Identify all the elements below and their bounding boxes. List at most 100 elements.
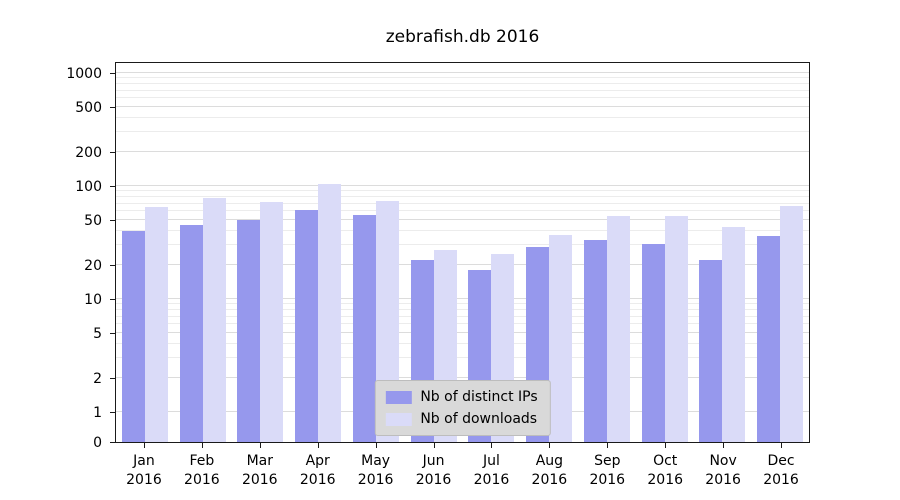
x-tick-mark — [549, 443, 551, 448]
y-tick-label: 500 — [75, 100, 102, 117]
y-tick-label: 10 — [84, 292, 102, 308]
bar-downloads-sep — [606, 216, 630, 442]
x-tick-label-dec: Dec 2016 — [763, 453, 799, 488]
legend-swatch — [385, 390, 412, 404]
gridline — [116, 298, 809, 299]
y-tick-mark — [110, 186, 115, 187]
gridline — [116, 303, 809, 305]
legend-item-distinct-ips: Nb of distinct IPs — [385, 389, 538, 405]
x-tick-mark — [259, 443, 261, 448]
y-tick-mark — [110, 333, 115, 335]
bar-downloads-jan — [144, 207, 168, 442]
legend-swatch — [385, 412, 412, 426]
chart-title: zebrafish.db 2016 — [385, 27, 540, 47]
x-axis-labels: Jan 2016 Feb 2016 Mar 2016 Apr 2016 May 2016 Jun 20… — [115, 443, 810, 493]
x-tick-label-aug: Aug 2016 — [531, 453, 568, 488]
y-tick-label: 100 — [75, 179, 102, 195]
x-tick-mark — [375, 443, 377, 448]
gridline — [116, 195, 809, 197]
gridline — [116, 376, 809, 378]
bar-downloads-dec — [780, 206, 804, 442]
x-tick-label-oct: Oct 2016 — [647, 453, 684, 488]
gridline — [116, 106, 809, 108]
bar-downloads-aug — [549, 234, 573, 442]
legend-label: Nb of distinct IPs — [420, 389, 538, 405]
bar-distinct-ips-dec — [757, 236, 781, 442]
x-tick-label-mar: Mar 2016 — [241, 453, 278, 488]
gridline — [116, 97, 809, 99]
bar-downloads-oct — [664, 216, 688, 442]
bar-distinct-ips-oct — [641, 243, 665, 442]
gridline — [116, 332, 809, 334]
y-tick-label: 1 — [93, 405, 102, 421]
bar-distinct-ips-feb — [179, 225, 203, 442]
month-group-apr — [289, 63, 347, 442]
x-tick-mark — [491, 443, 493, 448]
x-tick-label-feb: Feb 2016 — [184, 453, 220, 488]
x-tick-label-jul: Jul 2016 — [473, 453, 510, 488]
gridline — [116, 185, 809, 186]
y-tick-mark — [110, 220, 115, 222]
bar-distinct-ips-jan — [121, 231, 145, 442]
gridline — [116, 72, 809, 73]
gridline — [116, 323, 809, 325]
month-group-sep — [578, 63, 636, 442]
gridline — [116, 131, 809, 133]
legend-label: Nb of downloads — [420, 411, 538, 427]
gridline — [116, 229, 809, 231]
month-group-oct — [636, 63, 694, 442]
x-tick-mark — [143, 443, 145, 448]
x-tick-mark — [723, 443, 725, 448]
legend: Nb of distinct IPs Nb of downloads — [374, 380, 551, 436]
bar-downloads-apr — [318, 183, 342, 442]
y-tick-label: 0 — [93, 435, 102, 451]
month-group-dec — [751, 63, 809, 442]
gridline — [116, 116, 809, 118]
legend-item-downloads: Nb of downloads — [385, 411, 537, 427]
y-tick-label: 20 — [84, 257, 102, 274]
gridlines — [116, 63, 809, 442]
bar-distinct-ips-nov — [699, 260, 723, 442]
x-tick-label-apr: Apr 2016 — [299, 453, 336, 488]
gridline — [116, 202, 809, 204]
y-tick-mark — [110, 377, 115, 379]
y-tick-label: 50 — [84, 213, 102, 230]
y-tick-label: 200 — [75, 144, 102, 161]
bar-distinct-ips-mar — [237, 220, 261, 442]
plot-area: Nb of distinct IPs Nb of downloads — [115, 62, 810, 443]
month-group-feb — [174, 63, 232, 442]
x-tick-mark — [201, 443, 203, 448]
x-tick-mark — [665, 443, 667, 448]
gridline — [116, 219, 809, 221]
bar-downloads-nov — [722, 227, 746, 442]
bar-distinct-ips-may — [352, 215, 376, 442]
y-tick-mark — [110, 412, 115, 413]
bar-downloads-mar — [260, 202, 284, 442]
y-tick-mark — [110, 299, 115, 300]
gridline — [116, 308, 809, 310]
y-tick-label: 1000 — [66, 66, 102, 82]
gridline — [116, 244, 809, 246]
month-group-nov — [694, 63, 752, 442]
x-tick-mark — [433, 443, 435, 448]
y-tick-mark — [110, 107, 115, 109]
y-tick-mark — [110, 264, 115, 266]
gridline — [116, 357, 809, 359]
gridline — [116, 210, 809, 212]
x-tick-label-sep: Sep 2016 — [589, 453, 626, 488]
y-tick-label: 5 — [93, 326, 102, 343]
gridline — [116, 342, 809, 344]
bar-downloads-feb — [202, 198, 226, 442]
x-tick-label-jun: Jun 2016 — [415, 453, 452, 488]
y-tick-mark — [110, 73, 115, 74]
y-axis-labels: 1000 500 200 100 50 20 10 5 2 1 0 — [40, 62, 115, 450]
x-tick-mark — [607, 443, 609, 448]
month-group-jan — [116, 63, 174, 442]
gridline — [116, 77, 809, 79]
gridline — [116, 150, 809, 152]
x-tick-label-jan: Jan 2016 — [126, 453, 162, 488]
x-tick-label-nov: Nov 2016 — [705, 453, 741, 488]
y-tick-mark — [110, 442, 115, 443]
x-tick-mark — [781, 443, 783, 448]
